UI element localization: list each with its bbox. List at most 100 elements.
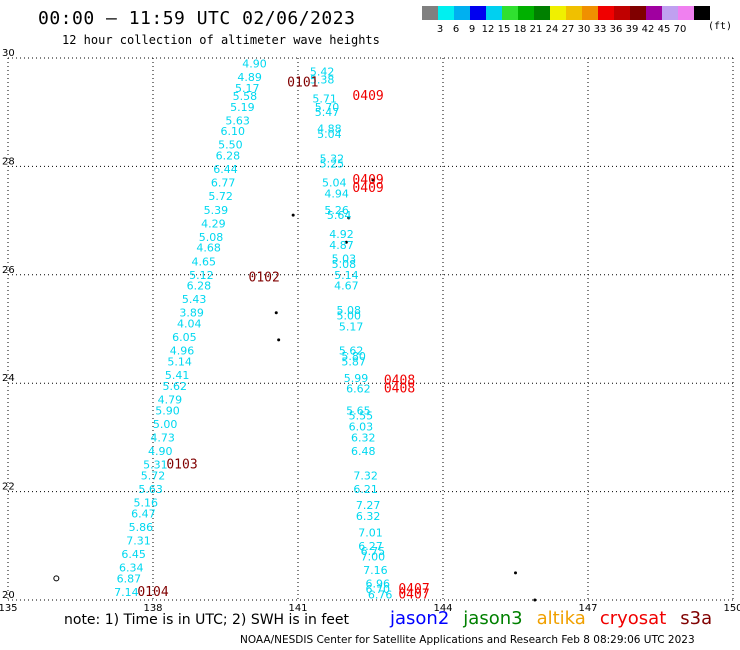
time-label: 0103: [166, 458, 197, 473]
y-tick-label: 30: [2, 48, 15, 59]
time-label: 0409: [352, 173, 383, 188]
wave-height-point: 5.16: [134, 496, 159, 509]
island-mark: [274, 311, 278, 315]
time-label: 0407: [398, 582, 429, 597]
color-swatch: [630, 6, 646, 20]
wave-height-point: 7.32: [353, 469, 378, 482]
wave-height-point: 6.76: [368, 589, 393, 602]
wave-height-point: 4.89: [237, 71, 262, 84]
wave-height-point: 7.14: [114, 586, 139, 599]
wave-height-point: 4.87: [329, 239, 354, 252]
wave-height-point: 5.72: [208, 190, 233, 203]
wave-height-plot: 135 138 141 144 147 1502022242628304.904.895.…: [0, 48, 740, 612]
wave-height-point: 5.50: [218, 139, 243, 152]
wave-height-point: 4.94: [324, 188, 349, 201]
wave-height-point: 5.25: [320, 158, 345, 171]
x-tick-label: 144: [433, 603, 452, 612]
wave-height-point: 4.90: [148, 445, 173, 458]
wave-height-point: 5.31: [143, 459, 168, 472]
wave-height-point: 5.71: [312, 93, 337, 106]
wave-height-point: 6.77: [211, 177, 236, 190]
credit-line: NOAA/NESDIS Center for Satellite Applica…: [240, 634, 695, 646]
wave-height-point: 5.04: [322, 177, 347, 190]
wave-height-point: 5.12: [189, 269, 214, 282]
wave-height-point: 5.62: [339, 345, 364, 358]
time-label: 0408: [384, 373, 415, 388]
wave-height-point: 4.68: [196, 242, 221, 255]
wave-height-point: 4.88: [317, 122, 342, 135]
island-mark: [291, 213, 295, 217]
color-swatch: [454, 6, 470, 20]
time-label: 0102: [249, 271, 280, 286]
wave-height-point: 6.47: [131, 507, 156, 520]
satellite-legend: jason2 jason3 altika cryosat s3a: [390, 608, 726, 629]
wave-height-point: 4.65: [192, 255, 217, 268]
wave-height-point: 6.27: [358, 540, 383, 553]
wave-height-point: 5.08: [337, 304, 362, 317]
color-scale-label: 39: [626, 24, 639, 35]
wave-height-point: 5.38: [310, 74, 335, 87]
color-scale-label: 36: [610, 24, 623, 35]
color-swatch: [614, 6, 630, 20]
island-mark: [347, 216, 351, 220]
color-swatch: [598, 6, 614, 20]
wave-height-point: 5.17: [235, 82, 260, 95]
color-swatch: [566, 6, 582, 20]
wave-height-point: 6.45: [121, 548, 146, 561]
x-tick-label: 147: [578, 603, 597, 612]
color-scale-label: 70: [674, 24, 687, 35]
wave-height-point: 5.42: [310, 66, 335, 79]
wave-height-point: 5.62: [163, 380, 188, 393]
wave-height-point: 5.64: [327, 209, 352, 222]
color-swatch: [534, 6, 550, 20]
island-mark: [344, 240, 348, 244]
color-swatch: [678, 6, 694, 20]
island-mark: [371, 178, 375, 182]
wave-height-point: 6.34: [119, 561, 144, 574]
chart-subtitle: 12 hour collection of altimeter wave hei…: [62, 33, 380, 47]
wave-height-point: 5.17: [339, 320, 364, 333]
time-label: 0101: [287, 75, 318, 90]
wave-height-point: 6.03: [349, 421, 374, 434]
wave-height-point: 5.19: [230, 101, 255, 114]
color-scale-bar: 3 6 9 12 15 18 21 24 27 30 33 36 39 42 45 70: [422, 6, 710, 35]
color-scale-label: 6: [453, 24, 459, 35]
wave-height-point: 5.00: [337, 309, 362, 322]
legend-entry-cryosat: cryosat: [599, 608, 667, 629]
wave-height-point: 6.05: [172, 331, 197, 344]
wave-height-point: 4.79: [158, 393, 183, 406]
island-mark: [533, 598, 537, 602]
wave-height-point: 3.89: [179, 307, 204, 320]
wave-height-point: 5.03: [332, 253, 357, 266]
wave-height-point: 5.00: [153, 418, 178, 431]
wave-height-point: 7.16: [363, 564, 388, 577]
color-swatch: [662, 6, 678, 20]
wave-height-point: 6.62: [346, 383, 371, 396]
wave-height-point: 5.14: [167, 356, 192, 369]
wave-height-point: 4.67: [334, 280, 359, 293]
wave-height-point: 5.63: [138, 483, 163, 496]
wave-height-point: 5.08: [332, 258, 357, 271]
wave-height-point: 6.44: [213, 163, 238, 176]
color-scale-label: 33: [594, 24, 607, 35]
legend-entry-altika: altika: [536, 608, 586, 629]
wave-height-point: 5.86: [129, 521, 154, 534]
color-scale-label: 42: [642, 24, 655, 35]
color-scale-label: 15: [498, 24, 511, 35]
wave-height-point: 6.21: [353, 483, 378, 496]
y-tick-label: 28: [2, 156, 15, 167]
time-label: 0408: [384, 382, 415, 397]
x-tick-label: 141: [288, 603, 307, 612]
wave-height-point: 7.01: [358, 526, 383, 539]
wave-height-point: 4.29: [201, 217, 226, 230]
x-tick-label: 150: [723, 603, 740, 612]
color-swatch: [470, 6, 486, 20]
time-label: 0104: [137, 585, 168, 600]
color-scale-label: 21: [530, 24, 543, 35]
color-scale-label: 30: [578, 24, 591, 35]
y-tick-label: 24: [2, 373, 15, 384]
wave-height-point: 4.96: [170, 345, 195, 358]
wave-height-point: 6.32: [356, 510, 381, 523]
time-label: 0409: [352, 89, 383, 104]
legend-entry-s3a: s3a: [680, 608, 713, 629]
